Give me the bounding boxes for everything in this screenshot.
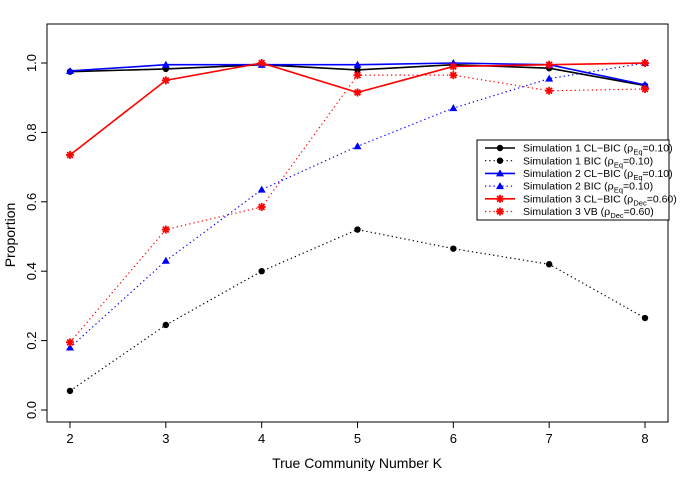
y-tick-label: 0.2 <box>24 332 39 350</box>
data-point <box>545 74 554 82</box>
data-point <box>66 66 74 74</box>
series-2 <box>66 226 649 395</box>
y-tick-label: 0.6 <box>24 193 39 211</box>
y-axis-title: Proportion <box>2 203 18 268</box>
x-tick-label: 6 <box>450 431 457 446</box>
data-point <box>545 60 554 69</box>
data-point <box>66 387 74 395</box>
data-point <box>161 76 170 85</box>
legend-box <box>476 139 670 221</box>
data-point <box>353 142 362 150</box>
data-point <box>450 245 457 252</box>
y-tick-label: 0.0 <box>24 401 39 419</box>
data-point <box>66 150 74 159</box>
legend: Simulation 1 CL−BIC (ρEq=0.10)Simulation… <box>476 139 677 221</box>
legend-item: Simulation 3 VB (ρDec=0.60) <box>485 206 654 220</box>
x-tick-label: 2 <box>66 431 73 446</box>
legend-marker <box>496 144 504 152</box>
legend-marker <box>496 194 504 203</box>
series-6 <box>66 71 649 347</box>
data-point <box>161 60 170 68</box>
series-group <box>66 59 649 395</box>
data-point <box>449 62 458 71</box>
series-line <box>69 228 646 392</box>
y-tick-label: 1.0 <box>24 54 39 72</box>
x-tick-label: 7 <box>546 431 553 446</box>
legend-marker <box>496 169 504 177</box>
data-point <box>257 203 266 212</box>
y-tick-label: 0.8 <box>24 123 39 141</box>
legend-marker <box>496 182 504 190</box>
data-point <box>545 261 553 268</box>
data-point <box>353 60 362 68</box>
x-tick-label: 4 <box>258 431 265 446</box>
data-point <box>641 314 649 322</box>
data-point <box>258 268 265 275</box>
data-point <box>354 226 361 233</box>
plot-frame <box>46 23 669 423</box>
data-point <box>641 85 649 94</box>
data-point <box>353 88 362 97</box>
y-tick-label: 0.4 <box>24 262 39 280</box>
data-point <box>353 71 362 80</box>
data-point <box>161 256 170 264</box>
data-point <box>449 104 458 112</box>
axes: 2 3 4 5 6 7 8 0.0 0.2 0.4 0.6 0.8 1.0 <box>24 54 649 446</box>
data-point <box>257 59 266 67</box>
data-point <box>545 86 554 95</box>
x-tick-label: 5 <box>354 431 361 446</box>
legend-marker <box>496 207 504 216</box>
data-point <box>66 338 74 347</box>
data-point <box>161 225 170 234</box>
x-tick-label: 8 <box>641 431 648 446</box>
x-axis-title: True Community Number K <box>272 455 443 471</box>
data-point <box>66 343 74 351</box>
legend-marker <box>496 157 504 164</box>
data-point <box>257 185 266 193</box>
data-point <box>162 321 170 329</box>
data-point <box>449 71 458 80</box>
data-point <box>354 66 361 74</box>
legend-label: Simulation 3 VB (ρDec=0.60) <box>523 206 654 220</box>
data-point <box>641 59 649 67</box>
series-5 <box>66 59 649 159</box>
x-tick-label: 3 <box>162 431 169 446</box>
